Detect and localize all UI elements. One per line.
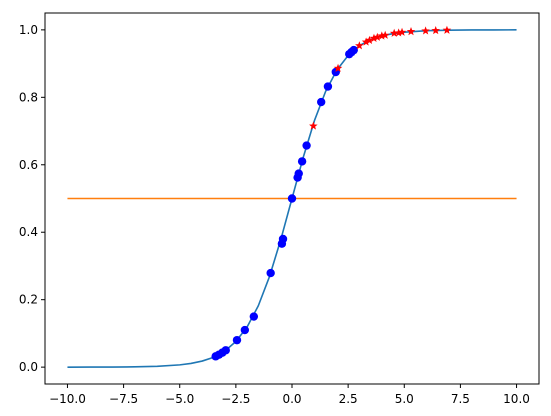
data-point-star bbox=[369, 33, 379, 42]
y-tick-label: 0.4 bbox=[19, 225, 38, 239]
y-axis: 0.0 0.2 0.4 0.6 0.8 1.0 bbox=[19, 23, 45, 374]
data-point-star bbox=[309, 121, 318, 130]
data-point-circle bbox=[266, 268, 275, 278]
y-tick-label: 0.2 bbox=[19, 293, 38, 307]
x-tick-label: 7.5 bbox=[451, 392, 470, 406]
data-point-circle bbox=[349, 45, 358, 55]
data-point-star bbox=[397, 27, 407, 36]
data-point-circle bbox=[297, 157, 307, 166]
x-tick-label: 5.0 bbox=[395, 392, 414, 406]
y-tick-label: 1.0 bbox=[19, 23, 38, 37]
data-point-circle bbox=[294, 169, 303, 178]
data-point-star bbox=[442, 25, 452, 34]
y-tick-label: 0.0 bbox=[19, 360, 38, 374]
data-point-star bbox=[394, 28, 403, 37]
data-point-star bbox=[421, 26, 430, 35]
data-point-star bbox=[361, 37, 371, 46]
data-point-circle bbox=[240, 325, 250, 335]
data-point-star bbox=[389, 28, 399, 37]
data-point-star bbox=[406, 27, 416, 36]
x-tick-label: 10.0 bbox=[503, 392, 530, 406]
data-point-circle bbox=[249, 312, 259, 321]
x-tick-label: −2.5 bbox=[221, 392, 250, 406]
x-axis: −10.0 −7.5 −5.0 −2.5 0.0 2.5 5.0 7.5 10.0 bbox=[49, 384, 530, 406]
data-point-circle bbox=[287, 194, 297, 203]
data-point-star bbox=[373, 32, 382, 41]
data-point-circle bbox=[278, 234, 288, 244]
data-point-circle bbox=[232, 335, 242, 345]
data-point-circle bbox=[316, 97, 326, 107]
data-point-circle bbox=[323, 82, 333, 91]
data-point-circle bbox=[221, 346, 230, 355]
x-tick-label: 0.0 bbox=[282, 392, 301, 406]
data-point-star bbox=[365, 35, 374, 44]
data-point-star bbox=[380, 30, 390, 39]
data-point-star bbox=[377, 31, 387, 40]
data-point-circle bbox=[302, 141, 311, 150]
y-tick-label: 0.6 bbox=[19, 158, 38, 172]
data-point-star bbox=[355, 41, 364, 50]
x-tick-label: −7.5 bbox=[109, 392, 138, 406]
x-tick-label: 2.5 bbox=[339, 392, 358, 406]
y-tick-label: 0.8 bbox=[19, 90, 38, 104]
x-tick-label: −10.0 bbox=[49, 392, 86, 406]
x-tick-label: −5.0 bbox=[165, 392, 194, 406]
data-point-star bbox=[333, 63, 343, 72]
data-point-star bbox=[431, 26, 440, 35]
plot-area bbox=[67, 25, 517, 368]
